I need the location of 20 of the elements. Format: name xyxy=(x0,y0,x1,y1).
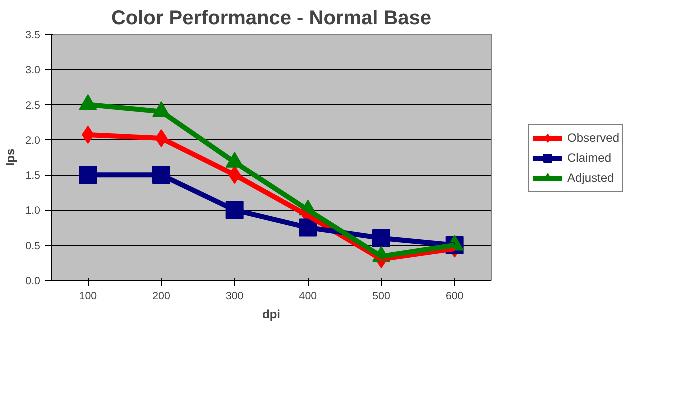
x-tick-label: 500 xyxy=(372,290,390,302)
chart-title: Color Performance - Normal Base xyxy=(111,8,432,30)
legend-label: Observed xyxy=(567,131,620,145)
x-tick-label: 300 xyxy=(226,290,244,302)
x-tick-label: 400 xyxy=(299,290,318,302)
x-tick-label: 600 xyxy=(446,290,464,302)
legend-label: Claimed xyxy=(567,151,612,165)
y-tick-label: 3.5 xyxy=(26,30,41,42)
y-tick-label: 0.5 xyxy=(26,240,41,252)
y-tick-label: 1.0 xyxy=(26,205,41,218)
x-tick-label: 100 xyxy=(79,290,98,302)
x-axis-title: dpi xyxy=(262,308,281,322)
y-tick-label: 2.5 xyxy=(26,100,41,112)
y-tick-label: 1.5 xyxy=(26,170,41,182)
y-tick-label: 2.0 xyxy=(26,134,41,147)
y-tick-label: 0.0 xyxy=(26,276,41,288)
x-tick-label: 200 xyxy=(152,290,170,302)
y-axis-title: Ips xyxy=(4,148,18,166)
legend-label: Adjusted xyxy=(567,171,614,185)
y-tick-label: 3.0 xyxy=(26,64,41,77)
